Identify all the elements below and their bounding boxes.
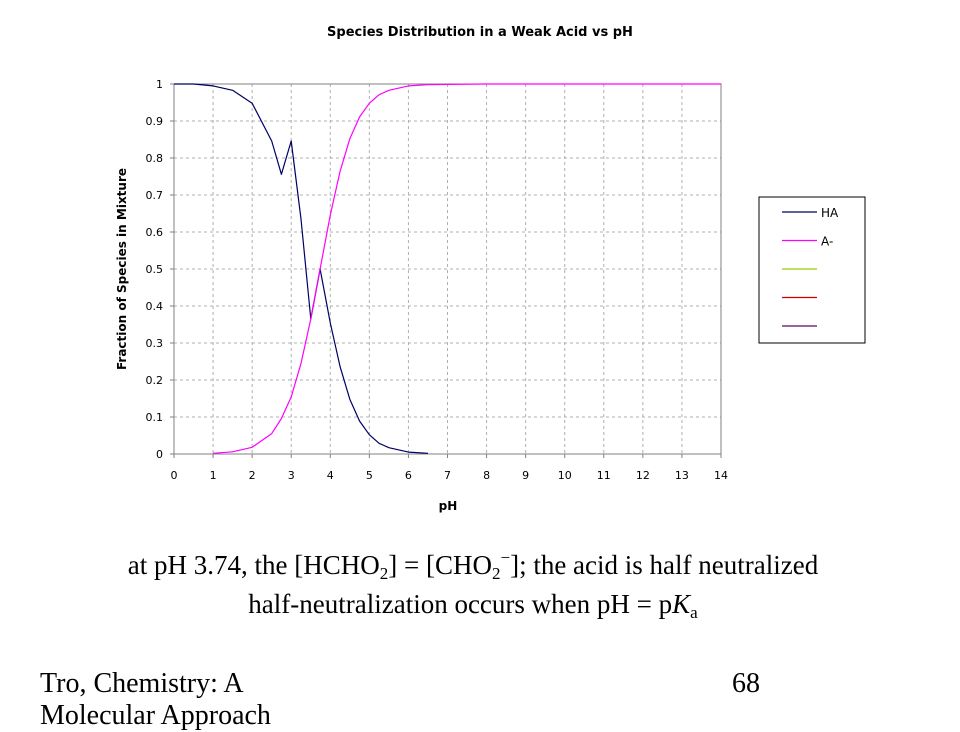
x-tick-label: 9 (522, 469, 529, 482)
x-tick-label: 0 (171, 469, 178, 482)
subscript: a (690, 603, 698, 622)
x-tick-label: 3 (288, 469, 295, 482)
y-tick-label: 0.4 (146, 300, 164, 313)
legend: HA A- (758, 196, 866, 344)
x-tick-label: 4 (327, 469, 334, 482)
caption-text: half-neutralization occurs when pH = p (248, 589, 673, 619)
slide-number: 68 (732, 668, 760, 699)
caption-text: ] = [CHO (388, 550, 492, 580)
caption-text: at pH 3.74, the [HCHO (127, 550, 380, 580)
legend-label: A- (821, 235, 833, 249)
y-tick-label: 0.7 (146, 189, 164, 202)
caption-text: ]; the acid is half neutralized (510, 550, 819, 580)
x-tick-label: 13 (675, 469, 689, 482)
y-tick-label: 0.6 (146, 226, 164, 239)
y-tick-label: 0.8 (146, 152, 164, 165)
grid (174, 84, 721, 454)
series (174, 83, 721, 454)
x-tick-label: 5 (366, 469, 373, 482)
superscript: − (500, 548, 511, 567)
species-distribution-chart: Species Distribution in a Weak Acid vs p… (115, 25, 866, 513)
y-axis-label: Fraction of Species in Mixture (115, 168, 129, 370)
x-tick-label: 1 (210, 469, 217, 482)
series-line-a- (213, 83, 721, 454)
y-tick-label: 0 (156, 448, 163, 461)
y-tick-label: 0.3 (146, 337, 164, 350)
subscript: 2 (379, 564, 389, 583)
caption-line-1: at pH 3.74, the [HCHO2] = [CHO2−]; the a… (0, 548, 946, 583)
caption-italic: K (672, 589, 691, 619)
y-tick-label: 0.9 (146, 115, 164, 128)
subscript: 2 (491, 564, 501, 583)
legend-box (758, 196, 866, 344)
x-tick-label: 6 (405, 469, 412, 482)
y-tick-label: 0.1 (146, 411, 164, 424)
chart-title: Species Distribution in a Weak Acid vs p… (327, 25, 633, 40)
x-tick-label: 2 (249, 469, 256, 482)
y-tick-label: 0.5 (146, 263, 164, 276)
x-tick-label: 7 (444, 469, 451, 482)
y-axis: 0 0.1 0.2 0.3 0.4 0.5 0.6 0.7 0.8 0.9 1 (146, 78, 174, 461)
x-tick-label: 11 (597, 469, 611, 482)
x-tick-label: 14 (714, 469, 728, 482)
y-tick-label: 1 (156, 78, 163, 91)
x-axis-label: pH (439, 499, 458, 513)
y-tick-label: 0.2 (146, 374, 164, 387)
x-tick-label: 10 (558, 469, 572, 482)
x-axis: 0 1 2 3 4 5 6 7 8 9 10 11 12 13 14 (171, 454, 728, 482)
x-tick-label: 12 (636, 469, 650, 482)
caption-line-2: half-neutralization occurs when pH = pKa (0, 589, 946, 622)
footer-source: Tro, Chemistry: A Molecular Approach (40, 668, 271, 731)
legend-label: HA (821, 206, 839, 220)
x-tick-label: 8 (483, 469, 490, 482)
